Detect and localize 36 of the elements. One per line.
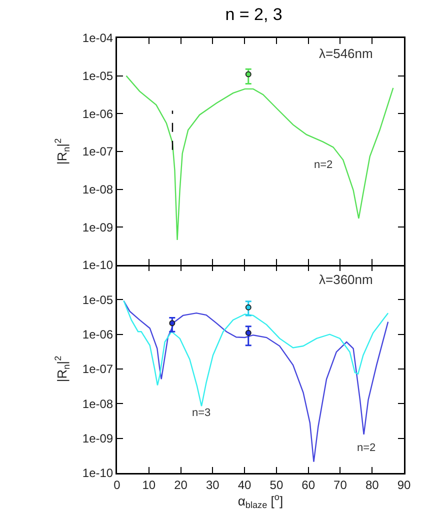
annotation: λ=360nm: [319, 272, 373, 287]
x-tick-label: 0: [114, 478, 121, 492]
x-tick-label: 60: [302, 478, 316, 492]
y-tick-label: 1e-04: [82, 31, 114, 46]
annotation: n=3: [192, 407, 211, 419]
y-tick-label: 1e-08: [82, 396, 114, 411]
line-series: [126, 75, 394, 241]
y-tick-label: 1e-08: [82, 182, 114, 197]
chart-title: n = 2, 3: [225, 5, 282, 24]
annotation: n=2: [314, 159, 333, 171]
x-tick-label: 80: [365, 478, 380, 492]
line-series: [123, 300, 389, 462]
x-tick-label: 40: [238, 478, 252, 492]
point: [245, 330, 252, 336]
y-tick-label: 1e-09: [82, 432, 114, 446]
x-tick-label: 20: [174, 478, 188, 492]
point: [245, 304, 252, 310]
y-tick-label: 1e-10: [82, 258, 114, 272]
y-tick-label: 1e-09: [82, 220, 114, 234]
x-tick-label: 50: [270, 478, 284, 492]
y-tick-label: 1e-06: [82, 106, 114, 121]
y-tick-label: 1e-07: [82, 362, 114, 376]
y-tick-label: 1e-05: [82, 292, 114, 307]
y-tick-label: 1e-10: [82, 466, 114, 480]
x-tick-label: 30: [206, 478, 220, 492]
x-tick-label: 70: [334, 478, 348, 492]
annotation: λ=546nm: [319, 46, 373, 61]
line-series: [123, 300, 389, 407]
point: [169, 320, 176, 326]
x-axis-title: α$_{blaze}$ [$^{o}$]: [238, 492, 284, 510]
y-tick-label: 1e-05: [82, 69, 114, 84]
x-tick-label: 10: [142, 478, 156, 492]
y-tick-label: 1e-07: [82, 144, 114, 159]
x-tick-label: 90: [397, 478, 411, 492]
y-tick-label: 1e-06: [82, 328, 114, 342]
annotation: n=2: [357, 442, 376, 454]
